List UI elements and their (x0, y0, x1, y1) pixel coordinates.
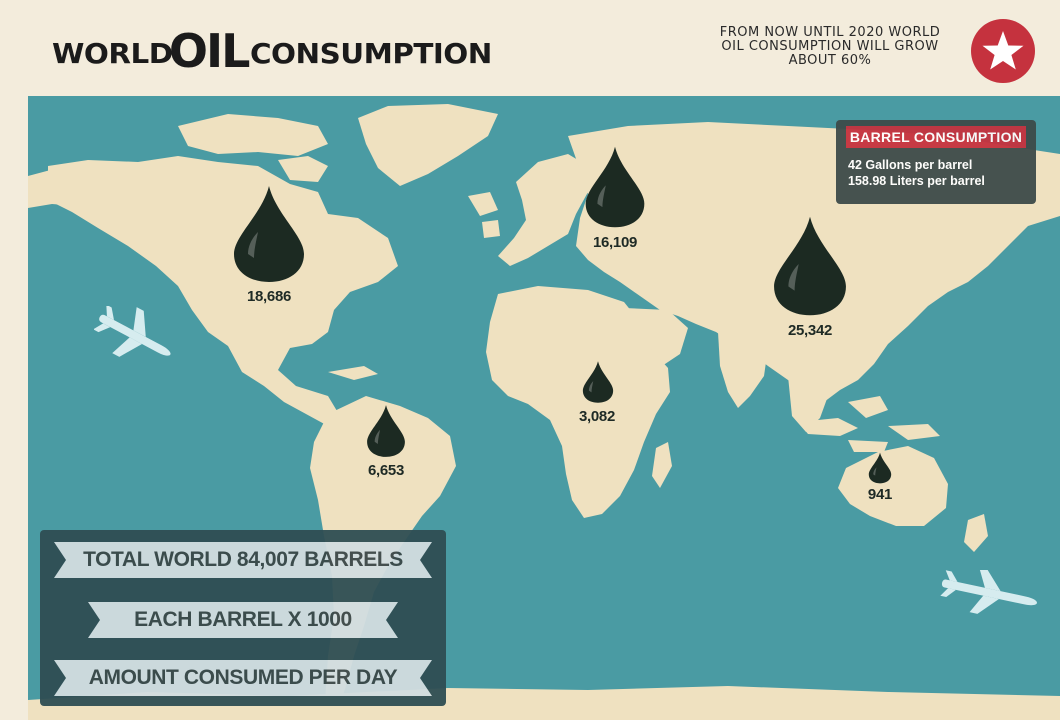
oil-drop-icon (585, 146, 645, 228)
total-banner: TOTAL WORLD 84,007 BARRELS (40, 540, 446, 580)
airplane-icon (940, 570, 1037, 614)
info-panel: TOTAL WORLD 84,007 BARRELS EACH BARREL X… (40, 530, 446, 706)
oil-drop-icon (774, 216, 846, 316)
growth-note: FROM NOW UNTIL 2020 WORLD OIL CONSUMPTIO… (690, 26, 970, 68)
region-value-europe-russia: 16,109 (592, 234, 638, 251)
region-value-asia: 25,342 (787, 322, 833, 339)
page-title: WORLD OIL CONSUMPTION (52, 24, 493, 78)
legend-gallons: 42 Gallons per barrel (848, 158, 973, 172)
oil-drop-icon (367, 405, 405, 457)
star-icon (971, 19, 1035, 83)
oil-drop-icon (868, 452, 892, 484)
region-value-north-america: 18,686 (246, 288, 292, 305)
title-word-consumption: CONSUMPTION (250, 37, 493, 70)
unit-banner: EACH BARREL X 1000 (40, 600, 446, 640)
region-value-south-america: 6,653 (367, 462, 405, 479)
title-word-oil: OIL (168, 24, 251, 78)
period-text: AMOUNT CONSUMED PER DAY (88, 666, 398, 689)
airplane-icon (94, 306, 171, 357)
barrel-legend: BARREL CONSUMPTION 42 Gallons per barrel… (836, 120, 1036, 204)
oil-drop-icon (234, 186, 304, 282)
unit-text: EACH BARREL X 1000 (134, 608, 352, 631)
growth-note-line3: ABOUT 60% (788, 53, 872, 68)
region-value-australia: 941 (867, 486, 893, 503)
period-banner: AMOUNT CONSUMED PER DAY (40, 658, 446, 698)
title-word-world: WORLD (52, 37, 173, 70)
growth-note-line2: OIL CONSUMPTION WILL GROW (721, 39, 939, 54)
legend-liters: 158.98 Liters per barrel (848, 174, 985, 188)
growth-note-line1: FROM NOW UNTIL 2020 WORLD (719, 25, 941, 40)
oil-drop-icon (582, 361, 614, 403)
region-value-africa: 3,082 (578, 408, 616, 425)
total-text: TOTAL WORLD 84,007 BARRELS (83, 548, 403, 571)
legend-title: BARREL CONSUMPTION (846, 126, 1026, 148)
header: WORLD OIL CONSUMPTION FROM NOW UNTIL 202… (0, 0, 1060, 92)
